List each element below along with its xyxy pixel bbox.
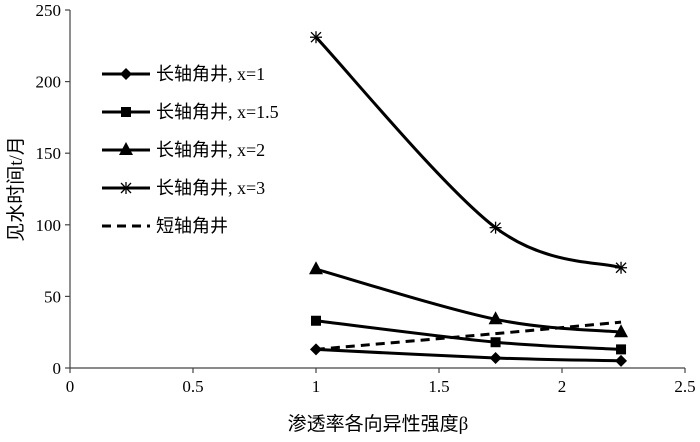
series-4 [310,31,628,274]
square-marker [616,344,627,355]
series-line [315,267,622,334]
asterisk-marker [489,221,502,234]
chart-legend: 长轴角井, x=1 长轴角井, x=1.5 长轴角井, x=2 长轴角井, x=3 短轴… [102,64,279,236]
y-tick-label: 0 [53,359,62,378]
x-axis-title: 渗透率各向异性强度β [288,413,469,435]
diamond-marker [489,351,502,364]
legend-label: 长轴角井, x=3 [156,178,265,198]
series-3 [309,261,629,338]
diamond-marker [120,68,132,80]
legend-item: 长轴角井, x=1 [102,64,265,84]
square-marker [121,107,131,117]
series-1 [310,343,628,367]
tick-labels: 0 50 100 150 200 250 0 0.5 1 1.5 2 2.5 [36,1,696,396]
x-tick-label: 0.5 [182,377,203,396]
asterisk-marker [310,31,322,44]
asterisk-marker [615,261,628,274]
legend-label: 长轴角井, x=1 [156,64,265,84]
y-tick-label: 250 [36,1,62,20]
legend-item: 短轴角井 [102,216,228,236]
triangle-marker [488,311,503,325]
square-marker [490,337,501,348]
asterisk-marker [120,182,132,194]
triangle-marker [614,324,629,338]
series-2 [311,315,627,355]
legend-item: 长轴角井, x=1.5 [102,102,279,122]
square-marker [311,315,321,326]
series-line [315,320,622,351]
y-axis-title: 见水时间t/月 [5,136,27,242]
legend-label: 长轴角井, x=1.5 [156,102,279,122]
series-line [315,347,622,363]
legend-item: 长轴角井, x=2 [102,140,265,160]
y-tick-label: 50 [44,287,61,306]
x-tick-label: 2 [558,377,567,396]
x-tick-label: 2.5 [674,377,695,396]
x-tick-label: 1 [312,377,321,396]
legend-label: 长轴角井, x=2 [156,140,265,160]
legend-label: 短轴角井 [156,216,228,236]
series-line [314,36,622,270]
y-tick-label: 200 [36,73,62,92]
legend-item: 长轴角井, x=3 [102,178,265,198]
chart-axes [65,9,686,373]
diamond-marker [615,354,628,367]
triangle-marker [119,142,133,155]
x-tick-label: 0 [66,377,75,396]
x-tick-label: 1.5 [428,377,449,396]
data-series [309,31,629,367]
triangle-marker [309,261,323,275]
y-tick-label: 100 [36,216,62,235]
series-5 [315,320,622,351]
y-tick-label: 150 [36,144,62,163]
